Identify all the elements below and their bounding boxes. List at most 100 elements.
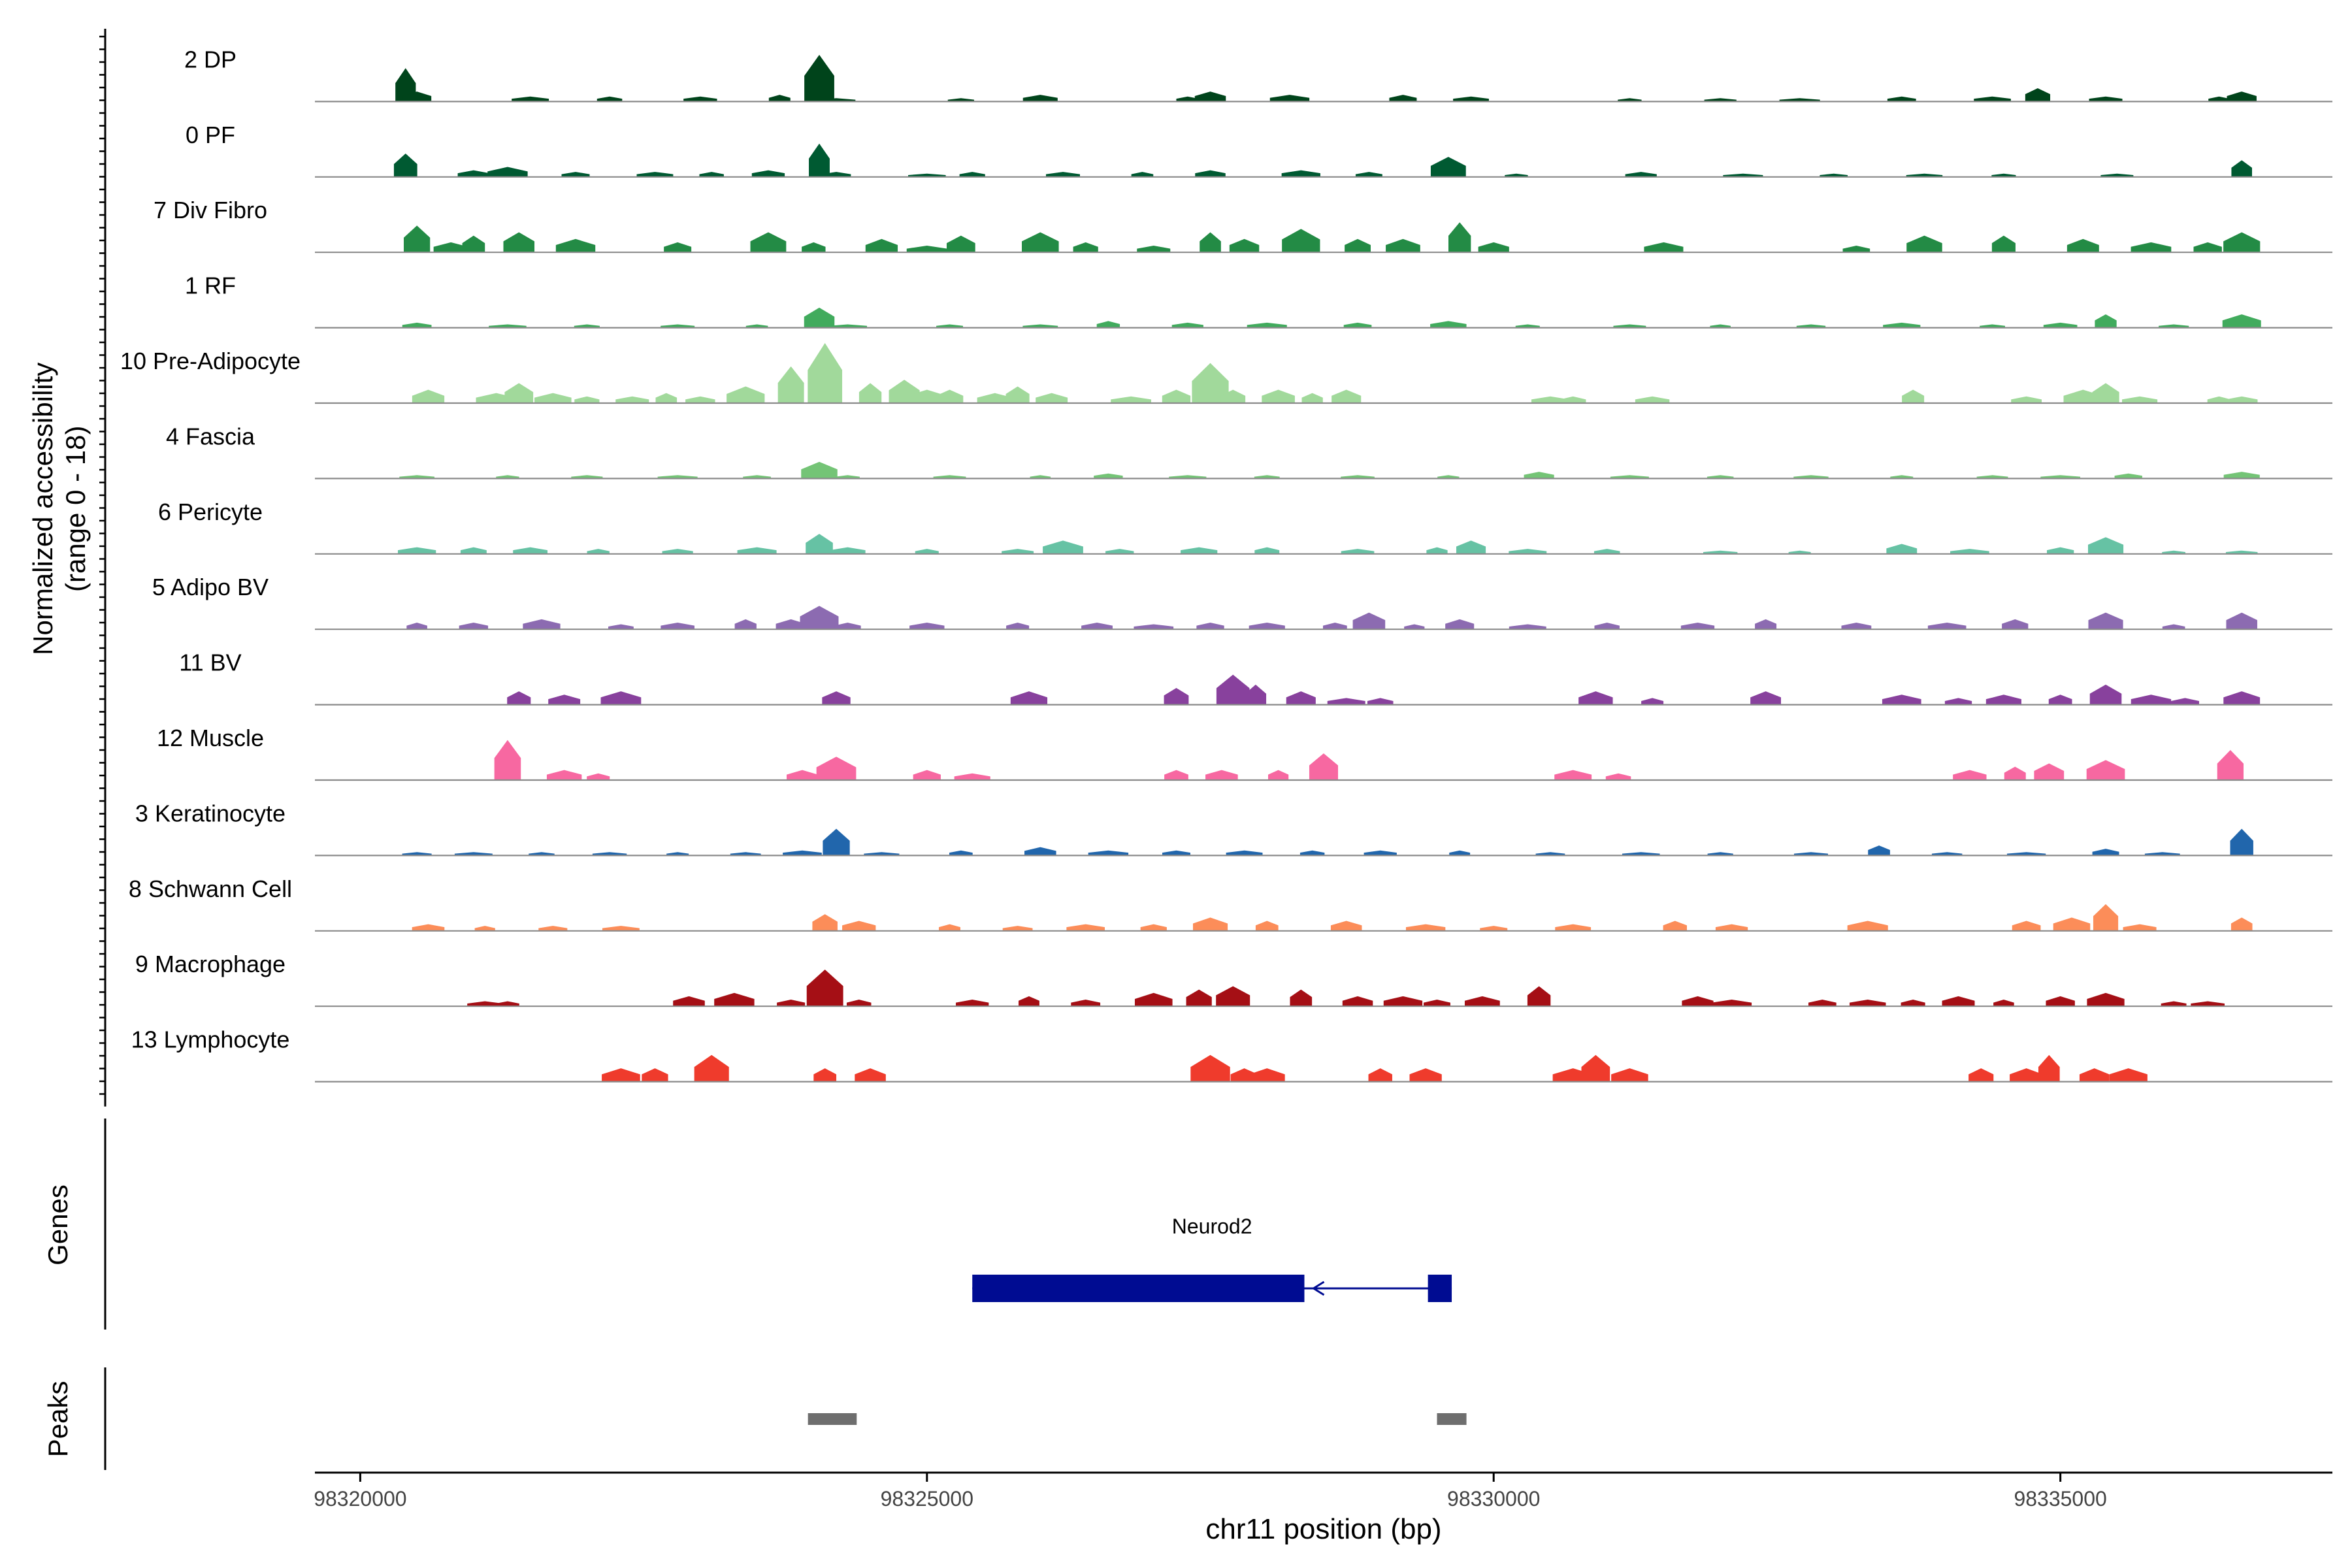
coverage-peak [636,172,674,177]
coverage-peak [462,235,485,253]
coverage-peak [1796,324,1826,328]
coverage-peak [1200,232,1221,253]
coverage-peak [2208,96,2230,102]
coverage-peak [1341,475,1375,479]
coverage-peak [865,238,898,253]
coverage-peak [2006,852,2046,856]
coverage-peak [714,992,755,1007]
coverage-peak [1071,999,1101,1007]
coverage-peak [1842,245,1870,253]
coverage-peak [694,1054,729,1082]
track-6-pericyte: 6 Pericyte [158,498,2332,555]
coverage-peak [777,366,804,403]
coverage-peak [1331,389,1362,403]
coverage-peak [1680,622,1715,630]
coverage-peak [2131,694,2172,705]
coverage-peak [804,307,835,328]
coverage-peak [813,1068,837,1082]
coverage-peak [1515,324,1540,328]
coverage-peak [454,852,493,856]
coverage-peak [1134,624,1174,630]
coverage-peak [1424,999,1450,1007]
track-label: 10 Pre-Adipocyte [120,348,301,374]
coverage-peak [2207,396,2231,403]
coverage-peak [817,98,856,102]
coverage-peak [1105,549,1134,554]
gene-name-label: Neurod2 [1172,1215,1252,1238]
coverage-peak [1849,999,1886,1007]
track-8-schwann-cell: 8 Schwann Cell [129,875,2332,932]
track-label: 11 BV [179,649,241,676]
x-tick-label: 98335000 [2014,1487,2106,1511]
coverage-peak [512,96,549,102]
coverage-peak [2162,624,2185,630]
coverage-peak [1249,622,1285,630]
coverage-peak [1140,924,1167,931]
coverage-peak [1355,172,1382,177]
coverage-peak [2225,550,2258,554]
coverage-peak [2034,763,2065,780]
coverage-peak [1164,770,1188,780]
coverage-peak [1505,173,1528,177]
coverage-peak [2230,828,2253,856]
coverage-peak [727,386,765,403]
coverage-peak [1216,674,1250,705]
coverage-peak [2040,475,2080,479]
coverage-peak [459,622,489,630]
coverage-peak [2087,992,2125,1007]
coverage-peak [1682,996,1714,1007]
coverage-peak [399,475,435,479]
coverage-peak [406,622,427,630]
coverage-peak [1205,770,1238,780]
coverage-peak [1005,386,1030,403]
coverage-peak [1094,473,1123,479]
coverage-peak [2002,619,2029,630]
coverage-peak [1249,1068,1285,1082]
coverage-peak [734,619,757,630]
coverage-peak [1976,475,2008,479]
coverage-peak [1931,852,1963,856]
coverage-peak [1022,95,1058,102]
coverage-peak [1985,694,2021,705]
coverage-peak [1002,549,1034,554]
coverage-peak [474,926,495,931]
coverage-peak [1409,1068,1442,1082]
track-13-lymphocyte: 13 Lymphocyte [131,1026,2332,1083]
coverage-peak [737,547,777,554]
coverage-peak [457,170,490,177]
coverage-peak [855,1068,886,1082]
coverage-peak [2161,1001,2187,1007]
coverage-peak [1927,622,1967,630]
coverage-peak [1644,242,1684,253]
coverage-peak [1578,691,1613,705]
coverage-peak [2193,242,2222,253]
coverage-peak [1901,999,1925,1007]
peaks-panel [104,1367,1467,1470]
coverage-peak [1968,1068,1994,1082]
coverage-peak [1368,1068,1392,1082]
coverage-peak [661,324,695,328]
coverage-peak [1282,229,1320,253]
track-label: 1 RF [185,272,236,299]
track-label: 6 Pericyte [158,498,263,525]
coverage-peak [913,770,941,780]
coverage-peak [2053,917,2091,931]
coverage-peak [959,172,985,177]
coverage-peak [1902,389,1925,403]
coverage-peak [1301,393,1323,403]
coverage-peak [2089,684,2122,705]
coverage-peak [1343,322,1372,328]
coverage-peak [1663,921,1688,931]
coverage-peak [1389,95,1417,102]
genes-panel-label: Genes [42,1184,73,1266]
coverage-peak [393,154,417,177]
coverage-peak [1793,852,1828,856]
peak-region [1437,1413,1467,1425]
x-tick-label: 98320000 [314,1487,406,1511]
coverage-peak [1430,157,1466,177]
coverage-peak [783,850,822,856]
coverage-peak [1010,691,1048,705]
coverage-peak [2226,612,2257,630]
coverage-peak [1342,996,1373,1007]
coverage-peak [2092,849,2119,856]
